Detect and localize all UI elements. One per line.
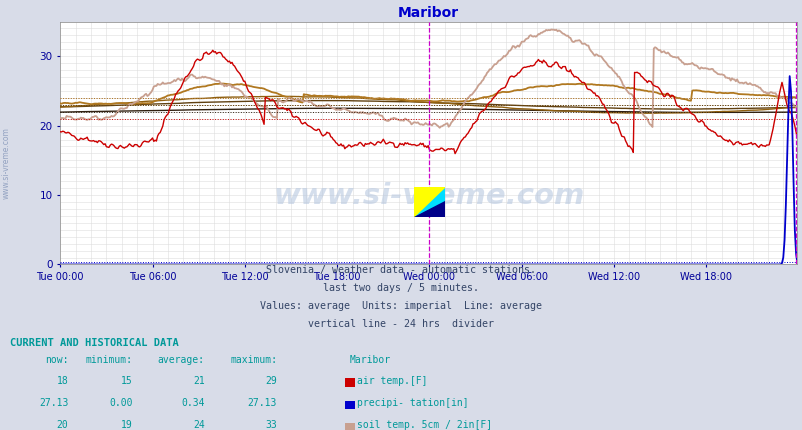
Text: precipi- tation[in]: precipi- tation[in] [357,398,468,408]
Text: www.si-vreme.com: www.si-vreme.com [2,127,11,200]
Text: 24: 24 [192,420,205,430]
Text: 19: 19 [120,420,132,430]
Text: Slovenia / weather data - automatic stations.: Slovenia / weather data - automatic stat… [266,265,536,275]
Polygon shape [414,200,444,217]
Text: 27.13: 27.13 [247,398,277,408]
Text: 15: 15 [120,375,132,386]
Text: www.si-vreme.com: www.si-vreme.com [273,182,584,210]
Text: 27.13: 27.13 [38,398,68,408]
Text: average:: average: [157,355,205,366]
Text: Values: average  Units: imperial  Line: average: Values: average Units: imperial Line: av… [260,301,542,311]
Text: soil temp. 5cm / 2in[F]: soil temp. 5cm / 2in[F] [357,420,492,430]
Polygon shape [414,187,444,217]
Text: 20: 20 [56,420,68,430]
Text: 0.00: 0.00 [109,398,132,408]
Text: 33: 33 [265,420,277,430]
Text: last two days / 5 minutes.: last two days / 5 minutes. [323,283,479,293]
Polygon shape [414,187,444,217]
Text: CURRENT AND HISTORICAL DATA: CURRENT AND HISTORICAL DATA [10,338,178,348]
Text: 18: 18 [56,375,68,386]
Text: 21: 21 [192,375,205,386]
Text: Maribor: Maribor [349,355,390,366]
Text: minimum:: minimum: [85,355,132,366]
Text: vertical line - 24 hrs  divider: vertical line - 24 hrs divider [308,319,494,329]
Text: now:: now: [45,355,68,366]
Text: air temp.[F]: air temp.[F] [357,375,427,386]
Text: 0.34: 0.34 [181,398,205,408]
Title: Maribor: Maribor [398,6,459,20]
Text: maximum:: maximum: [229,355,277,366]
Text: 29: 29 [265,375,277,386]
